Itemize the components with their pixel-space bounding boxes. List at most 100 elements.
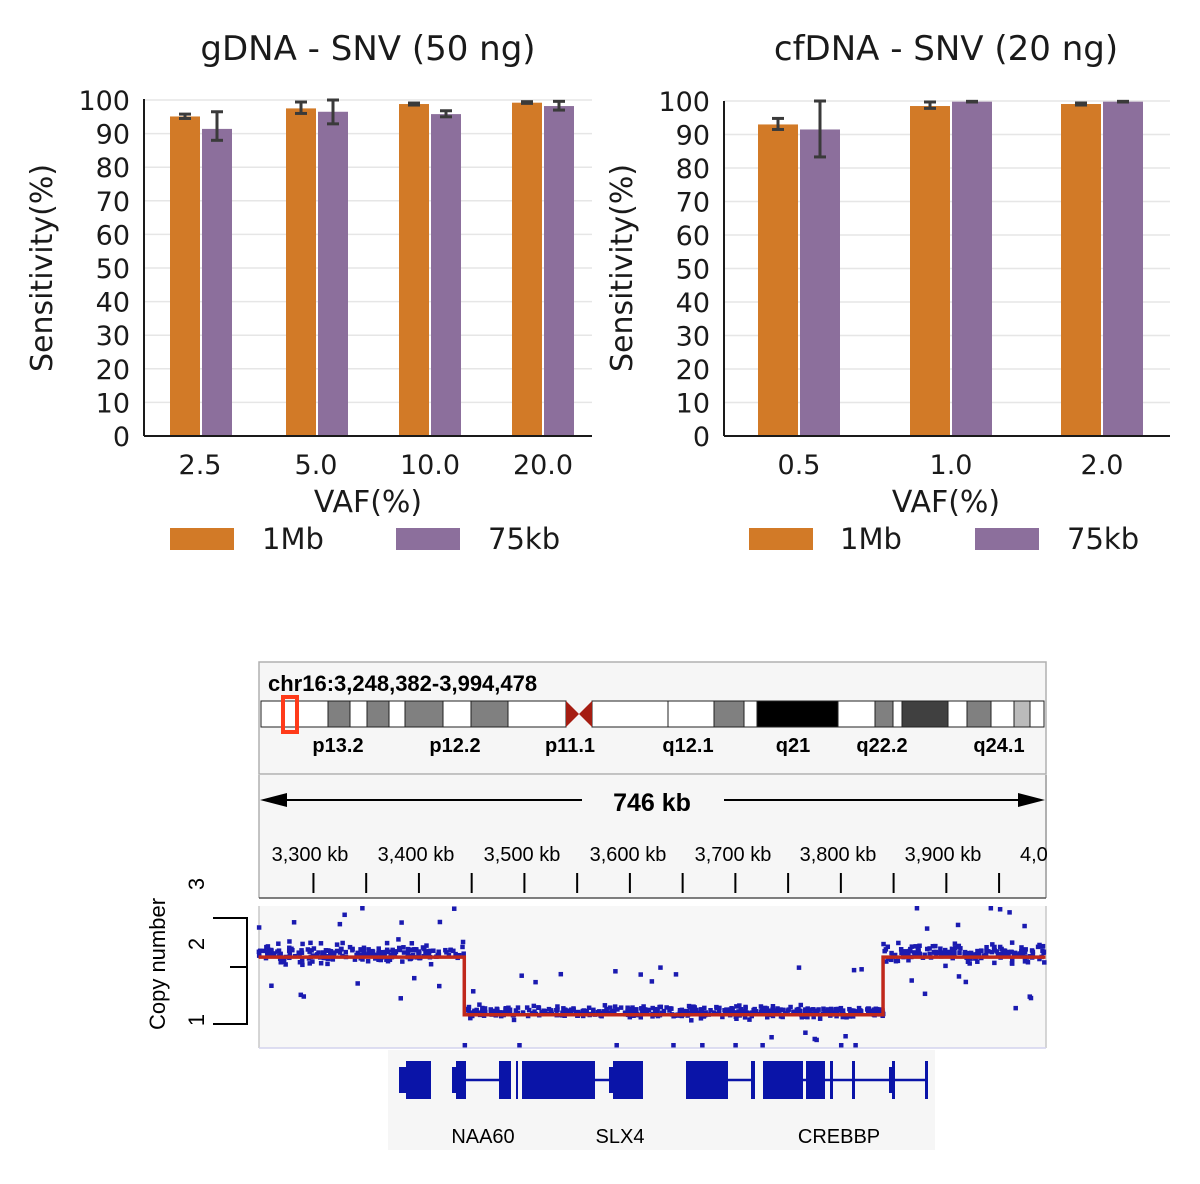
cn-point bbox=[366, 951, 371, 956]
cn-point bbox=[443, 947, 448, 953]
gene-exon bbox=[516, 1061, 518, 1099]
legend-swatch-75kb bbox=[975, 528, 1039, 550]
cn-point bbox=[1002, 948, 1008, 954]
cn-point bbox=[428, 961, 434, 967]
cn-point bbox=[1007, 910, 1012, 915]
cn-point bbox=[994, 949, 1000, 954]
y-tick-label: 40 bbox=[676, 288, 710, 319]
cn-point bbox=[1019, 945, 1024, 950]
cn-point bbox=[884, 959, 889, 964]
cn-point bbox=[436, 983, 442, 989]
cn-point bbox=[956, 943, 962, 949]
cn-point bbox=[733, 1014, 739, 1020]
cn-point bbox=[352, 957, 358, 962]
cn-point bbox=[733, 1043, 738, 1048]
cn-point bbox=[471, 1009, 477, 1015]
x-tick-labels: 0.5 1.0 2.0 bbox=[778, 450, 1124, 481]
cn-point bbox=[821, 1006, 826, 1012]
cn-point bbox=[625, 1005, 630, 1010]
cn-point bbox=[376, 957, 381, 963]
cn-point bbox=[503, 1007, 508, 1012]
cn-point bbox=[953, 945, 958, 951]
cytoband bbox=[837, 700, 876, 728]
cn-point bbox=[927, 946, 932, 951]
cn-point bbox=[568, 1008, 574, 1014]
cn-point bbox=[815, 1008, 820, 1014]
cn-point bbox=[417, 949, 422, 954]
error-bar-1mb-20.0 bbox=[521, 100, 533, 105]
cn-point bbox=[627, 1014, 633, 1020]
cn-point bbox=[382, 950, 387, 955]
cytoband bbox=[667, 700, 715, 728]
y-tick-label: 100 bbox=[658, 87, 710, 118]
cn-point bbox=[337, 921, 343, 927]
cn-point bbox=[917, 943, 922, 949]
cn-point bbox=[700, 1043, 705, 1048]
gene-exon bbox=[609, 1067, 613, 1093]
bars bbox=[170, 102, 574, 437]
y-tick-label: 30 bbox=[676, 322, 710, 353]
cn-point bbox=[958, 946, 963, 951]
cn-point bbox=[613, 969, 618, 974]
cytoband bbox=[947, 700, 968, 728]
cn-point bbox=[456, 952, 462, 958]
cn-point bbox=[264, 944, 269, 950]
cn-point bbox=[298, 992, 304, 998]
cn-point bbox=[426, 950, 432, 956]
cn-point bbox=[728, 1009, 734, 1014]
cn-point bbox=[703, 1010, 708, 1015]
cn-point bbox=[401, 945, 406, 950]
cn-point bbox=[586, 1005, 592, 1011]
cytoband bbox=[743, 700, 758, 728]
cn-point bbox=[997, 907, 1003, 912]
cn-point bbox=[264, 949, 270, 955]
cn-point bbox=[749, 1010, 755, 1015]
y-tick-label: 80 bbox=[96, 153, 130, 184]
cn-point bbox=[691, 1009, 696, 1014]
cn-point bbox=[758, 1009, 764, 1014]
legend-label-1mb: 1Mb bbox=[262, 522, 324, 556]
cn-point bbox=[278, 959, 284, 965]
cn-point bbox=[376, 946, 381, 951]
cn-point bbox=[446, 952, 452, 958]
cn-point bbox=[743, 1004, 748, 1010]
cn-point bbox=[301, 994, 307, 999]
cn-point bbox=[453, 951, 458, 957]
cn-point bbox=[933, 943, 938, 949]
cn-point bbox=[933, 949, 939, 955]
ruler-tick-label: 3,400 kb bbox=[378, 844, 455, 866]
error-bar-75kb-2.5 bbox=[211, 110, 223, 142]
cn-point bbox=[753, 1009, 759, 1014]
cn-point bbox=[828, 1006, 834, 1012]
bars bbox=[758, 101, 1143, 437]
y-tick-label: 90 bbox=[96, 120, 130, 151]
cn-point bbox=[410, 952, 416, 958]
cn-point bbox=[859, 967, 864, 972]
cn-point bbox=[256, 925, 262, 930]
cn-point bbox=[915, 947, 921, 953]
cn-point bbox=[607, 1005, 613, 1010]
cn-point bbox=[957, 950, 962, 956]
cn-point bbox=[766, 1009, 772, 1015]
cn-point bbox=[991, 945, 997, 951]
igv-copy-number-view: chr16:3,248,382-3,994,478 p13.2 p12.2 p11.… bbox=[145, 661, 1200, 1150]
cn-point bbox=[316, 950, 321, 955]
gene-exon bbox=[399, 1067, 406, 1093]
bar-1mb-2.5 bbox=[170, 116, 200, 437]
cn-point bbox=[722, 1008, 727, 1013]
cn-point bbox=[480, 1007, 486, 1013]
cn-point bbox=[420, 945, 426, 950]
cn-point bbox=[360, 906, 365, 911]
y-tick-label: 90 bbox=[676, 121, 710, 152]
cn-point bbox=[992, 960, 997, 966]
cn-point bbox=[1038, 944, 1044, 949]
cn-point bbox=[1028, 995, 1034, 1001]
cn-point bbox=[1037, 956, 1042, 962]
y-tick-label: 50 bbox=[676, 255, 710, 286]
error-bar-1mb-0.5 bbox=[772, 116, 784, 131]
cn-point bbox=[339, 946, 344, 952]
cn-point bbox=[604, 1006, 609, 1012]
cn-point bbox=[649, 979, 655, 984]
cn-point bbox=[424, 952, 429, 957]
cn-point bbox=[311, 946, 317, 951]
